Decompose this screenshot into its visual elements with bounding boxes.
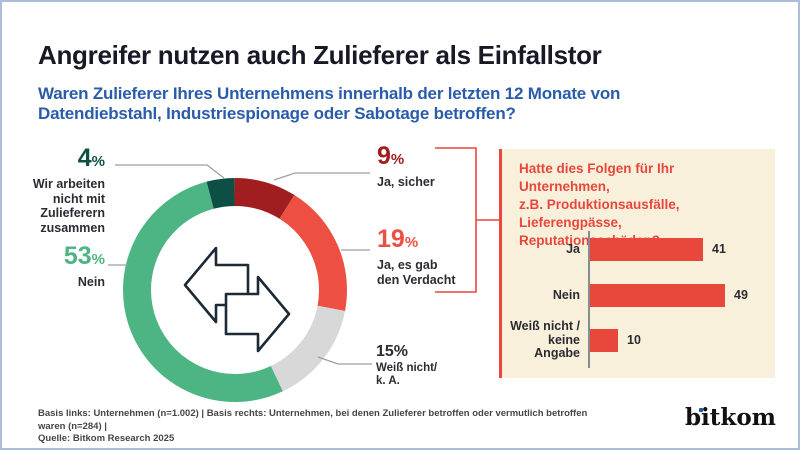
panel-question: Hatte dies Folgen für Ihr Unternehmen, z… [519, 161, 680, 248]
bar-chart-axis [588, 231, 590, 368]
swap-arrows-icon [183, 246, 291, 353]
donut-text-weiss-nicht: Weiß nicht/ k. A. [376, 362, 438, 387]
bar-row-2: Weiß nicht / keine Angabe 10 [499, 319, 775, 361]
red-bracket [435, 147, 499, 293]
donut-label-ja-sicher: 9% Ja, sicher [377, 143, 487, 190]
survey-question-line-2: Datendiebstahl, Industriespionage oder S… [38, 104, 516, 123]
arrow-right-icon [224, 275, 291, 353]
callout-line-4pct [115, 164, 225, 179]
donut-text-no-suppliers: Wir arbeiten nicht mit Zulieferern zusam… [32, 177, 105, 235]
bitkom-logo-dot [699, 408, 704, 413]
consequences-panel: Hatte dies Folgen für Ihr Unternehmen, z… [499, 149, 775, 378]
donut-segments [123, 178, 347, 402]
survey-question-line-1: Waren Zulieferer Ihres Unternehmens inne… [38, 84, 621, 103]
callout-lines [108, 164, 372, 365]
bar-row-1: Nein 49 [499, 284, 775, 307]
donut-pct-weiss-nicht: 15% [376, 343, 409, 360]
footnote-source: Quelle: Bitkom Research 2025 [38, 433, 175, 444]
donut-segment-4 [123, 178, 347, 402]
bar-value: 41 [712, 242, 726, 256]
bar-chart: Ja 41 Nein 49 Weiß nicht / keine Angabe 10 [499, 149, 775, 378]
bar-category-label: Ja [566, 241, 580, 256]
footnote: Basis links: Unternehmen (n=1.002) | Bas… [38, 408, 598, 446]
page-title: Angreifer nutzen auch Zulieferer als Ein… [38, 40, 602, 70]
donut-segment-3 [123, 178, 347, 402]
donut-label-nein: 53% Nein [17, 243, 105, 290]
panel-red-accent-bar [499, 149, 502, 378]
bar-value: 49 [734, 288, 748, 302]
donut-text-ja-sicher: Ja, sicher [377, 175, 435, 189]
survey-question: Waren Zulieferer Ihres Unternehmens inne… [38, 84, 758, 124]
donut-label-no-suppliers: 4% Wir arbeiten nicht mit Zulieferern zu… [17, 145, 105, 235]
donut-pct-verdacht: 19% [377, 225, 419, 253]
footnote-basis: Basis links: Unternehmen (n=1.002) | Bas… [38, 408, 588, 432]
bar-fill [590, 329, 618, 352]
donut-text-verdacht: Ja, es gab den Verdacht [377, 258, 456, 287]
bar-value: 10 [627, 333, 641, 347]
callout-line-9pct [273, 172, 370, 181]
bar-row-0: Ja 41 [499, 238, 775, 261]
donut-pct-no-suppliers: 4% [77, 144, 105, 172]
bar-fill [590, 238, 703, 261]
donut-text-nein: Nein [77, 275, 105, 289]
bitkom-logo: bitkom [685, 404, 776, 434]
donut-pct-nein: 53% [63, 242, 105, 270]
donut-label-weiss-nicht: 15% Weiß nicht/ k. A. [376, 343, 486, 388]
donut-segment-1 [123, 178, 347, 402]
bar-fill [590, 284, 725, 307]
bar-category-label: Weiß nicht / keine Angabe [510, 319, 580, 361]
callout-line-15pct [317, 356, 372, 365]
donut-pct-ja-sicher: 9% [377, 142, 405, 170]
donut-label-verdacht: 19% Ja, es gab den Verdacht [377, 226, 487, 287]
bar-category-label: Nein [552, 287, 580, 302]
